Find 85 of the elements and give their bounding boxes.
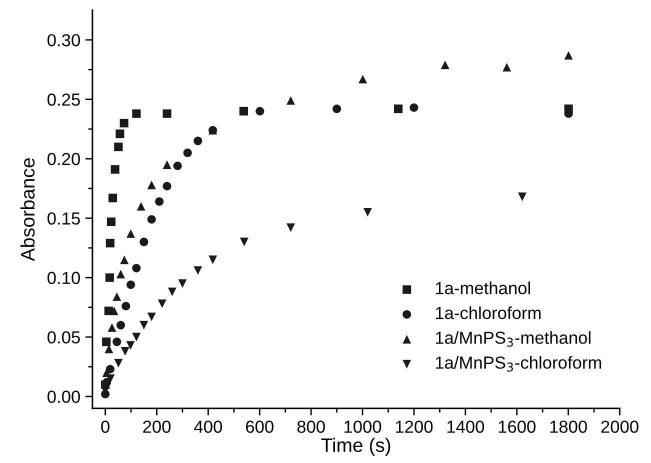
point [173, 162, 182, 170]
point [155, 197, 164, 206]
point [183, 148, 192, 158]
point [518, 192, 527, 202]
y-tick-label: 0.30 [48, 34, 80, 46]
point [147, 180, 156, 190]
point [116, 270, 126, 278]
point [332, 104, 342, 114]
point [101, 380, 110, 389]
x-tick-label: 0 [101, 420, 110, 433]
point [112, 338, 122, 346]
point [194, 266, 202, 275]
x-axis-title: Time (s) [321, 438, 390, 456]
legend-label: 1a/MnPS$_{3}$-chloroform [436, 356, 602, 372]
point [114, 358, 123, 368]
point [106, 238, 114, 248]
point [178, 279, 187, 288]
point [440, 60, 450, 70]
point [394, 104, 403, 114]
point [358, 74, 368, 84]
point [108, 194, 118, 202]
x-tick-label: 1800 [550, 420, 587, 433]
point [162, 160, 172, 169]
point [564, 51, 573, 60]
x-tick-label: 200 [143, 420, 171, 433]
point [112, 292, 122, 301]
point [126, 280, 136, 290]
x-tick-label: 1000 [344, 420, 382, 433]
y-tick-label: 0.25 [48, 94, 80, 106]
point [147, 215, 156, 224]
point [162, 182, 172, 190]
point [132, 264, 141, 272]
point [147, 312, 156, 322]
y-tick-label: 0.15 [48, 212, 80, 225]
x-tick-label: 1200 [396, 420, 433, 433]
point [101, 390, 110, 398]
point [158, 299, 166, 308]
point [106, 217, 116, 226]
point [116, 130, 124, 138]
point [168, 288, 176, 296]
point [116, 320, 126, 330]
point [239, 106, 248, 116]
point [502, 62, 512, 72]
point [110, 165, 120, 174]
point [256, 106, 264, 116]
point [122, 302, 130, 310]
y-tick-label: 0.05 [48, 331, 80, 344]
point [286, 96, 296, 105]
point [140, 320, 148, 330]
legend-label: 1a-methanol [436, 282, 530, 294]
point [120, 347, 130, 356]
point [363, 208, 372, 217]
point [108, 323, 116, 332]
x-tick-label: 400 [194, 420, 222, 433]
point [120, 256, 129, 264]
point [105, 273, 114, 282]
point [102, 338, 111, 346]
point [114, 142, 123, 152]
y-axis-title: Absorbance [20, 158, 35, 262]
x-tick-label: 2000 [601, 420, 638, 433]
point [136, 202, 146, 211]
point [126, 341, 135, 350]
point [410, 103, 418, 112]
point [132, 332, 141, 342]
legend-label: 1a-chloroform [436, 306, 541, 320]
point [208, 256, 218, 264]
point [126, 229, 136, 238]
point [132, 109, 141, 118]
y-tick-label: 0.20 [48, 152, 80, 166]
point [104, 306, 113, 316]
point [162, 109, 172, 118]
point [140, 238, 148, 246]
x-tick-label: 1400 [447, 420, 484, 433]
point [194, 136, 202, 146]
legend-label: 1a/MnPS$_{3}$-methanol [436, 331, 590, 347]
x-tick-label: 1600 [498, 420, 536, 433]
x-tick-label: 600 [246, 420, 274, 433]
point [286, 223, 296, 232]
x-tick-label: 800 [297, 420, 325, 433]
point [106, 364, 114, 374]
y-tick-label: 0.00 [48, 390, 80, 403]
point [564, 104, 573, 114]
point [240, 238, 248, 246]
point [120, 118, 128, 128]
y-tick-label: 0.10 [48, 272, 80, 284]
